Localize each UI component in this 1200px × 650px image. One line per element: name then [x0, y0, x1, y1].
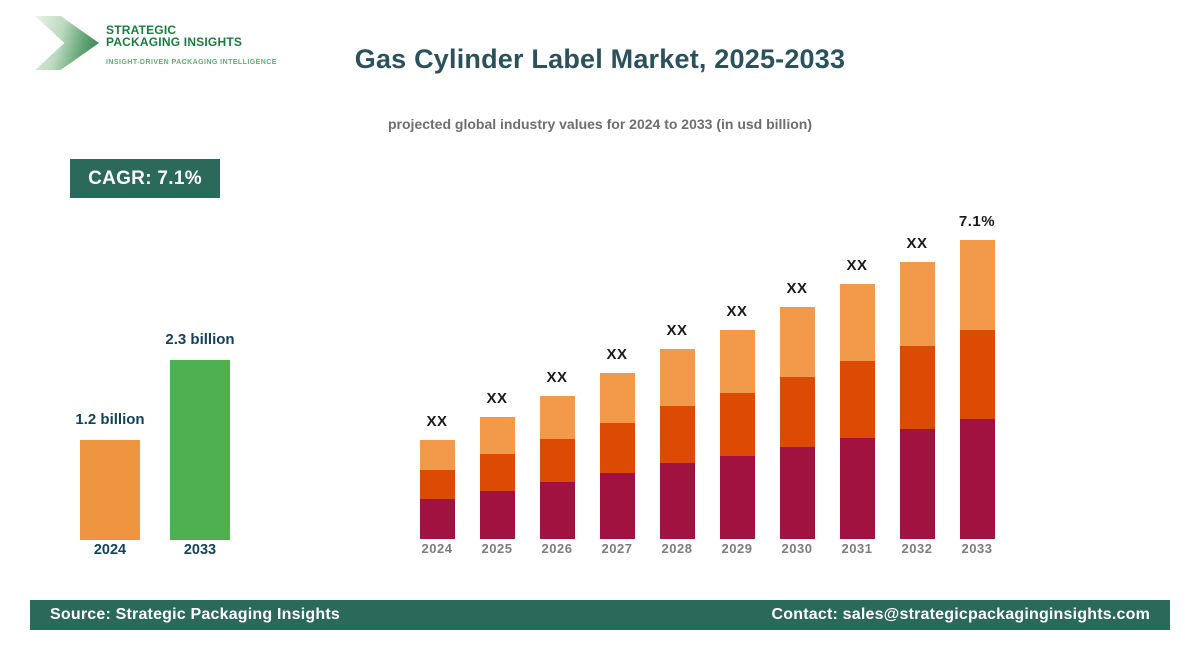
- forecast-bar-2032: XX 2032: [887, 200, 947, 562]
- segment-top: [839, 284, 875, 361]
- axis-year-label: 2030: [781, 541, 813, 556]
- segment-bottom: [599, 473, 635, 539]
- segment-middle: [539, 439, 575, 482]
- segment-top: [899, 262, 935, 346]
- segment-top: [539, 396, 575, 439]
- bar-stack: [539, 396, 575, 539]
- bar-stack: [779, 307, 815, 539]
- segment-bottom: [779, 447, 815, 539]
- page-subtitle: projected global industry values for 202…: [388, 116, 812, 132]
- segment-top: [599, 373, 635, 423]
- axis-year-label: 2025: [481, 541, 513, 556]
- segment-top: [659, 349, 695, 406]
- logo-line-1: STRATEGIC: [106, 23, 177, 37]
- segment-top: [719, 330, 755, 393]
- axis-year-label: 2033: [961, 541, 993, 556]
- contact-text: Contact: sales@strategicpackaginginsight…: [771, 606, 1150, 623]
- segment-bottom: [659, 463, 695, 539]
- forecast-bar-2025: XX 2025: [467, 200, 527, 562]
- summary-year-label: 2033: [183, 542, 217, 558]
- bar-value-label: XX: [906, 235, 928, 252]
- summary-bar-2033: 2.3 billion 2033: [165, 325, 234, 565]
- axis-year-label: 2024: [421, 541, 453, 556]
- bar-stack: [839, 284, 875, 539]
- bar-stack: [719, 330, 755, 539]
- summary-value-label: 1.2 billion: [75, 411, 145, 428]
- segment-middle: [479, 454, 515, 491]
- bar-value-label: XX: [666, 322, 688, 339]
- bar-value-label: 7.1%: [958, 213, 996, 230]
- summary-bar: [170, 360, 230, 540]
- logo-text: STRATEGIC PACKAGING INSIGHTS INSIGHT-DRI…: [106, 16, 277, 66]
- axis-year-label: 2032: [901, 541, 933, 556]
- summary-year-label: 2024: [93, 542, 127, 558]
- forecast-bar-2031: XX 2031: [827, 200, 887, 562]
- segment-top: [479, 417, 515, 454]
- company-logo: STRATEGIC PACKAGING INSIGHTS INSIGHT-DRI…: [35, 16, 277, 70]
- forecast-bar-2029: XX 2029: [707, 200, 767, 562]
- summary-bar-chart: 1.2 billion 2024 2.3 billion 2033: [60, 325, 250, 565]
- bar-stack: [659, 349, 695, 539]
- segment-middle: [599, 423, 635, 473]
- bar-value-label: XX: [726, 303, 748, 320]
- forecast-bar-2030: XX 2030: [767, 200, 827, 562]
- forecast-bar-2026: XX 2026: [527, 200, 587, 562]
- source-text: Source: Strategic Packaging Insights: [50, 606, 340, 623]
- cagr-badge: CAGR: 7.1%: [70, 159, 220, 198]
- bar-stack: [899, 262, 935, 539]
- segment-middle: [659, 406, 695, 463]
- segment-middle: [719, 393, 755, 456]
- segment-bottom: [419, 499, 455, 539]
- forecast-bar-2033: 7.1% 2033: [947, 200, 1007, 562]
- bar-value-label: XX: [546, 369, 568, 386]
- forecast-bar-2024: XX 2024: [407, 200, 467, 562]
- bar-stack: [419, 440, 455, 539]
- segment-bottom: [899, 429, 935, 539]
- axis-year-label: 2031: [841, 541, 873, 556]
- bar-value-label: XX: [846, 257, 868, 274]
- segment-middle: [779, 377, 815, 447]
- axis-year-label: 2028: [661, 541, 693, 556]
- bar-stack: [959, 240, 995, 539]
- summary-value-label: 2.3 billion: [165, 331, 235, 348]
- forecast-bar-2027: XX 2027: [587, 200, 647, 562]
- segment-top: [959, 240, 995, 330]
- segment-middle: [839, 361, 875, 438]
- axis-year-label: 2029: [721, 541, 753, 556]
- segment-bottom: [959, 419, 995, 539]
- bar-stack: [479, 417, 515, 539]
- bar-stack: [599, 373, 635, 539]
- segment-bottom: [539, 482, 575, 539]
- bar-value-label: XX: [426, 413, 448, 430]
- bar-value-label: XX: [786, 280, 808, 297]
- segment-bottom: [479, 491, 515, 539]
- forecast-bar-2028: XX 2028: [647, 200, 707, 562]
- axis-year-label: 2026: [541, 541, 573, 556]
- logo-tagline: INSIGHT-DRIVEN PACKAGING INTELLIGENCE: [106, 59, 277, 66]
- segment-bottom: [719, 456, 755, 539]
- axis-year-label: 2027: [601, 541, 633, 556]
- footer-bar: Source: Strategic Packaging Insights Con…: [30, 600, 1170, 630]
- summary-bar: [80, 440, 140, 540]
- bar-value-label: XX: [486, 390, 508, 407]
- summary-bar-2024: 1.2 billion 2024: [75, 325, 144, 565]
- logo-line-2: PACKAGING INSIGHTS: [106, 34, 243, 49]
- bar-value-label: XX: [606, 346, 628, 363]
- forecast-stacked-bar-chart: XX 2024 XX 2025 XX 2026 XX 2027 XX 2028 XX 2029 XX 20…: [402, 200, 1012, 562]
- segment-top: [419, 440, 455, 470]
- segment-middle: [899, 346, 935, 429]
- segment-bottom: [839, 438, 875, 539]
- page-title: Gas Cylinder Label Market, 2025-2033: [354, 44, 846, 74]
- segment-middle: [419, 470, 455, 499]
- segment-top: [779, 307, 815, 377]
- segment-middle: [959, 330, 995, 419]
